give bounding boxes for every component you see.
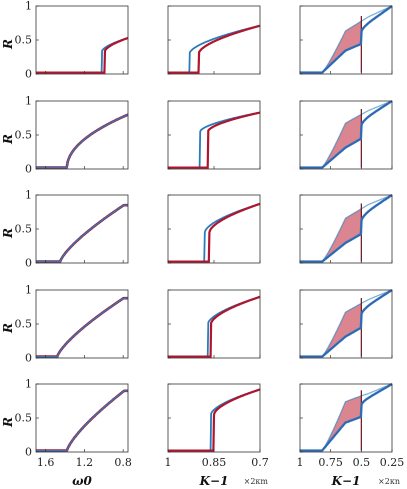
x-tick-label: 0.7 xyxy=(251,456,269,469)
y-axis-label: R xyxy=(1,228,15,239)
y-tick-label: 0.5 xyxy=(15,412,33,425)
hysteresis-band xyxy=(322,21,361,73)
series-backward xyxy=(168,111,261,169)
axes-frame xyxy=(35,100,129,170)
series-backward xyxy=(168,24,261,74)
x-tick-label: 0.75 xyxy=(318,456,343,469)
x-axis-multiplier: ×2κn xyxy=(378,477,400,486)
hysteresis-band xyxy=(322,396,361,451)
panel-r4-c1: 0 0.5 1 R xyxy=(1,284,129,365)
hysteresis-band xyxy=(322,209,361,262)
panel-r1-c3 xyxy=(299,5,393,75)
series-lower-branch-overlay xyxy=(300,289,393,358)
axes-frame xyxy=(167,194,261,264)
axes-frame xyxy=(35,194,129,264)
axes-frame xyxy=(35,289,129,359)
series-lower-branch-overlay xyxy=(300,194,393,263)
panel-r3-c2 xyxy=(167,194,261,264)
series-lower-branch-overlay xyxy=(300,100,393,169)
panel-r5-c3: 1 0.75 0.5 0.25 xyxy=(297,382,405,469)
panel-r5-c1: 0 0.5 1 1.6 1.2 0.8 R xyxy=(1,378,132,470)
x-tick-label: 0.85 xyxy=(202,456,227,469)
y-tick-label: 0 xyxy=(25,257,32,270)
panel-r4-c3 xyxy=(299,289,393,359)
series-forward xyxy=(168,24,261,74)
axes-frame xyxy=(35,5,129,75)
axes-frame xyxy=(167,5,261,75)
panel-r2-c3 xyxy=(299,100,393,170)
y-tick-label: 0 xyxy=(25,68,32,81)
y-tick-label: 0 xyxy=(25,446,32,459)
y-axis-label: R xyxy=(1,323,15,334)
x-axis-label: ω0 xyxy=(72,474,92,488)
x-tick-label: 1 xyxy=(165,456,172,469)
x-axis-label: K−1 xyxy=(331,474,361,488)
y-tick-label: 1 xyxy=(25,378,32,391)
panel-r1-c1: 0 0.5 1 R xyxy=(1,0,129,81)
y-tick-label: 0.5 xyxy=(15,223,33,236)
x-tick-label: 0.25 xyxy=(380,456,405,469)
series-forward xyxy=(168,202,261,263)
axes-frame xyxy=(167,289,261,359)
y-tick-label: 0.5 xyxy=(15,34,33,47)
series-backward xyxy=(36,203,128,263)
y-axis-label: R xyxy=(1,417,15,428)
y-axis-label: R xyxy=(1,39,15,50)
series-backward xyxy=(168,202,261,263)
series-forward xyxy=(36,204,128,263)
x-tick-label: 0.5 xyxy=(353,456,371,469)
panel-r3-c1: 0 0.5 1 R xyxy=(1,189,129,270)
series-backward xyxy=(168,388,261,452)
panel-r1-c2 xyxy=(167,5,261,75)
panel-r2-c2 xyxy=(167,100,261,170)
series-lower-branch-overlay xyxy=(300,5,393,74)
panel-r4-c2 xyxy=(167,289,261,359)
y-tick-label: 1 xyxy=(25,189,32,202)
series-backward xyxy=(36,36,129,74)
y-tick-label: 1 xyxy=(25,284,32,297)
x-tick-label: 0.8 xyxy=(114,456,132,469)
series-forward xyxy=(36,297,128,358)
y-tick-label: 1 xyxy=(25,0,32,13)
x-tick-label: 1.6 xyxy=(37,456,55,469)
series-forward xyxy=(36,390,128,452)
panel-r2-c1: 0 0.5 1 R xyxy=(1,95,129,176)
y-tick-label: 1 xyxy=(25,95,32,108)
axes-frame xyxy=(35,383,129,453)
series-forward xyxy=(168,295,261,358)
series-backward xyxy=(36,389,128,452)
x-tick-label: 1 xyxy=(297,456,304,469)
hysteresis-band xyxy=(322,114,361,168)
y-axis-label: R xyxy=(1,134,15,145)
y-tick-label: 0 xyxy=(25,352,32,365)
y-tick-label: 0 xyxy=(25,163,32,176)
series-forward xyxy=(36,113,129,169)
series-backward xyxy=(168,295,261,358)
axes-frame xyxy=(167,100,261,170)
x-axis-label: K−1 xyxy=(199,474,229,488)
series-backward xyxy=(36,296,128,358)
y-tick-label: 0.5 xyxy=(15,318,33,331)
panel-r3-c3 xyxy=(299,194,393,264)
series-forward xyxy=(168,111,261,169)
x-axis-multiplier: ×2κm xyxy=(244,477,269,486)
y-tick-label: 0.5 xyxy=(15,129,33,142)
x-tick-label: 1.2 xyxy=(76,456,94,469)
series-lower-branch-overlay xyxy=(300,383,393,452)
panel-r5-c2: 1 0.85 0.7 xyxy=(165,383,269,469)
hysteresis-band xyxy=(322,303,361,357)
